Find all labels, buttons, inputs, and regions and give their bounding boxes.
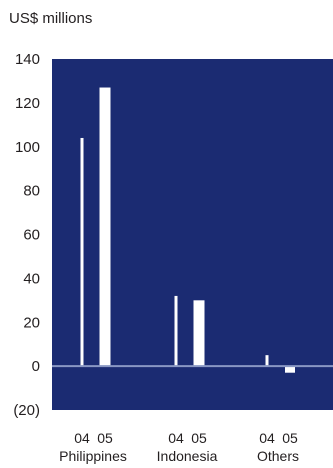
y-tick-label: 100 bbox=[15, 139, 40, 156]
y-tick-label: 120 bbox=[15, 95, 40, 112]
x-category-label: Indonesia bbox=[157, 448, 218, 464]
bar-05-indonesia bbox=[193, 300, 205, 367]
y-tick-label: (20) bbox=[13, 402, 40, 419]
bar-04-philippines bbox=[80, 137, 84, 367]
x-category-label: Philippines bbox=[59, 448, 127, 464]
y-tick-label: 140 bbox=[15, 51, 40, 68]
plot-area bbox=[52, 59, 333, 410]
x-tick-label-year: 05 bbox=[97, 430, 113, 446]
bar-04-indonesia bbox=[174, 295, 178, 367]
x-tick-label-year: 04 bbox=[74, 430, 90, 446]
x-tick-label-year: 04 bbox=[259, 430, 275, 446]
y-tick-label: 0 bbox=[32, 358, 40, 375]
x-category-label: Others bbox=[257, 448, 299, 464]
y-axis-label: US$ millions bbox=[9, 10, 93, 27]
y-tick-label: 60 bbox=[23, 227, 40, 244]
bar-05-philippines bbox=[99, 87, 111, 367]
y-tick-label: 80 bbox=[23, 183, 40, 200]
y-tick-label: 20 bbox=[23, 314, 40, 331]
bar-05-others bbox=[285, 366, 295, 373]
x-tick-label-year: 05 bbox=[191, 430, 207, 446]
bar-04-others bbox=[265, 355, 269, 367]
x-tick-label-year: 05 bbox=[282, 430, 298, 446]
x-tick-label-year: 04 bbox=[168, 430, 184, 446]
y-tick-label: 40 bbox=[23, 270, 40, 287]
